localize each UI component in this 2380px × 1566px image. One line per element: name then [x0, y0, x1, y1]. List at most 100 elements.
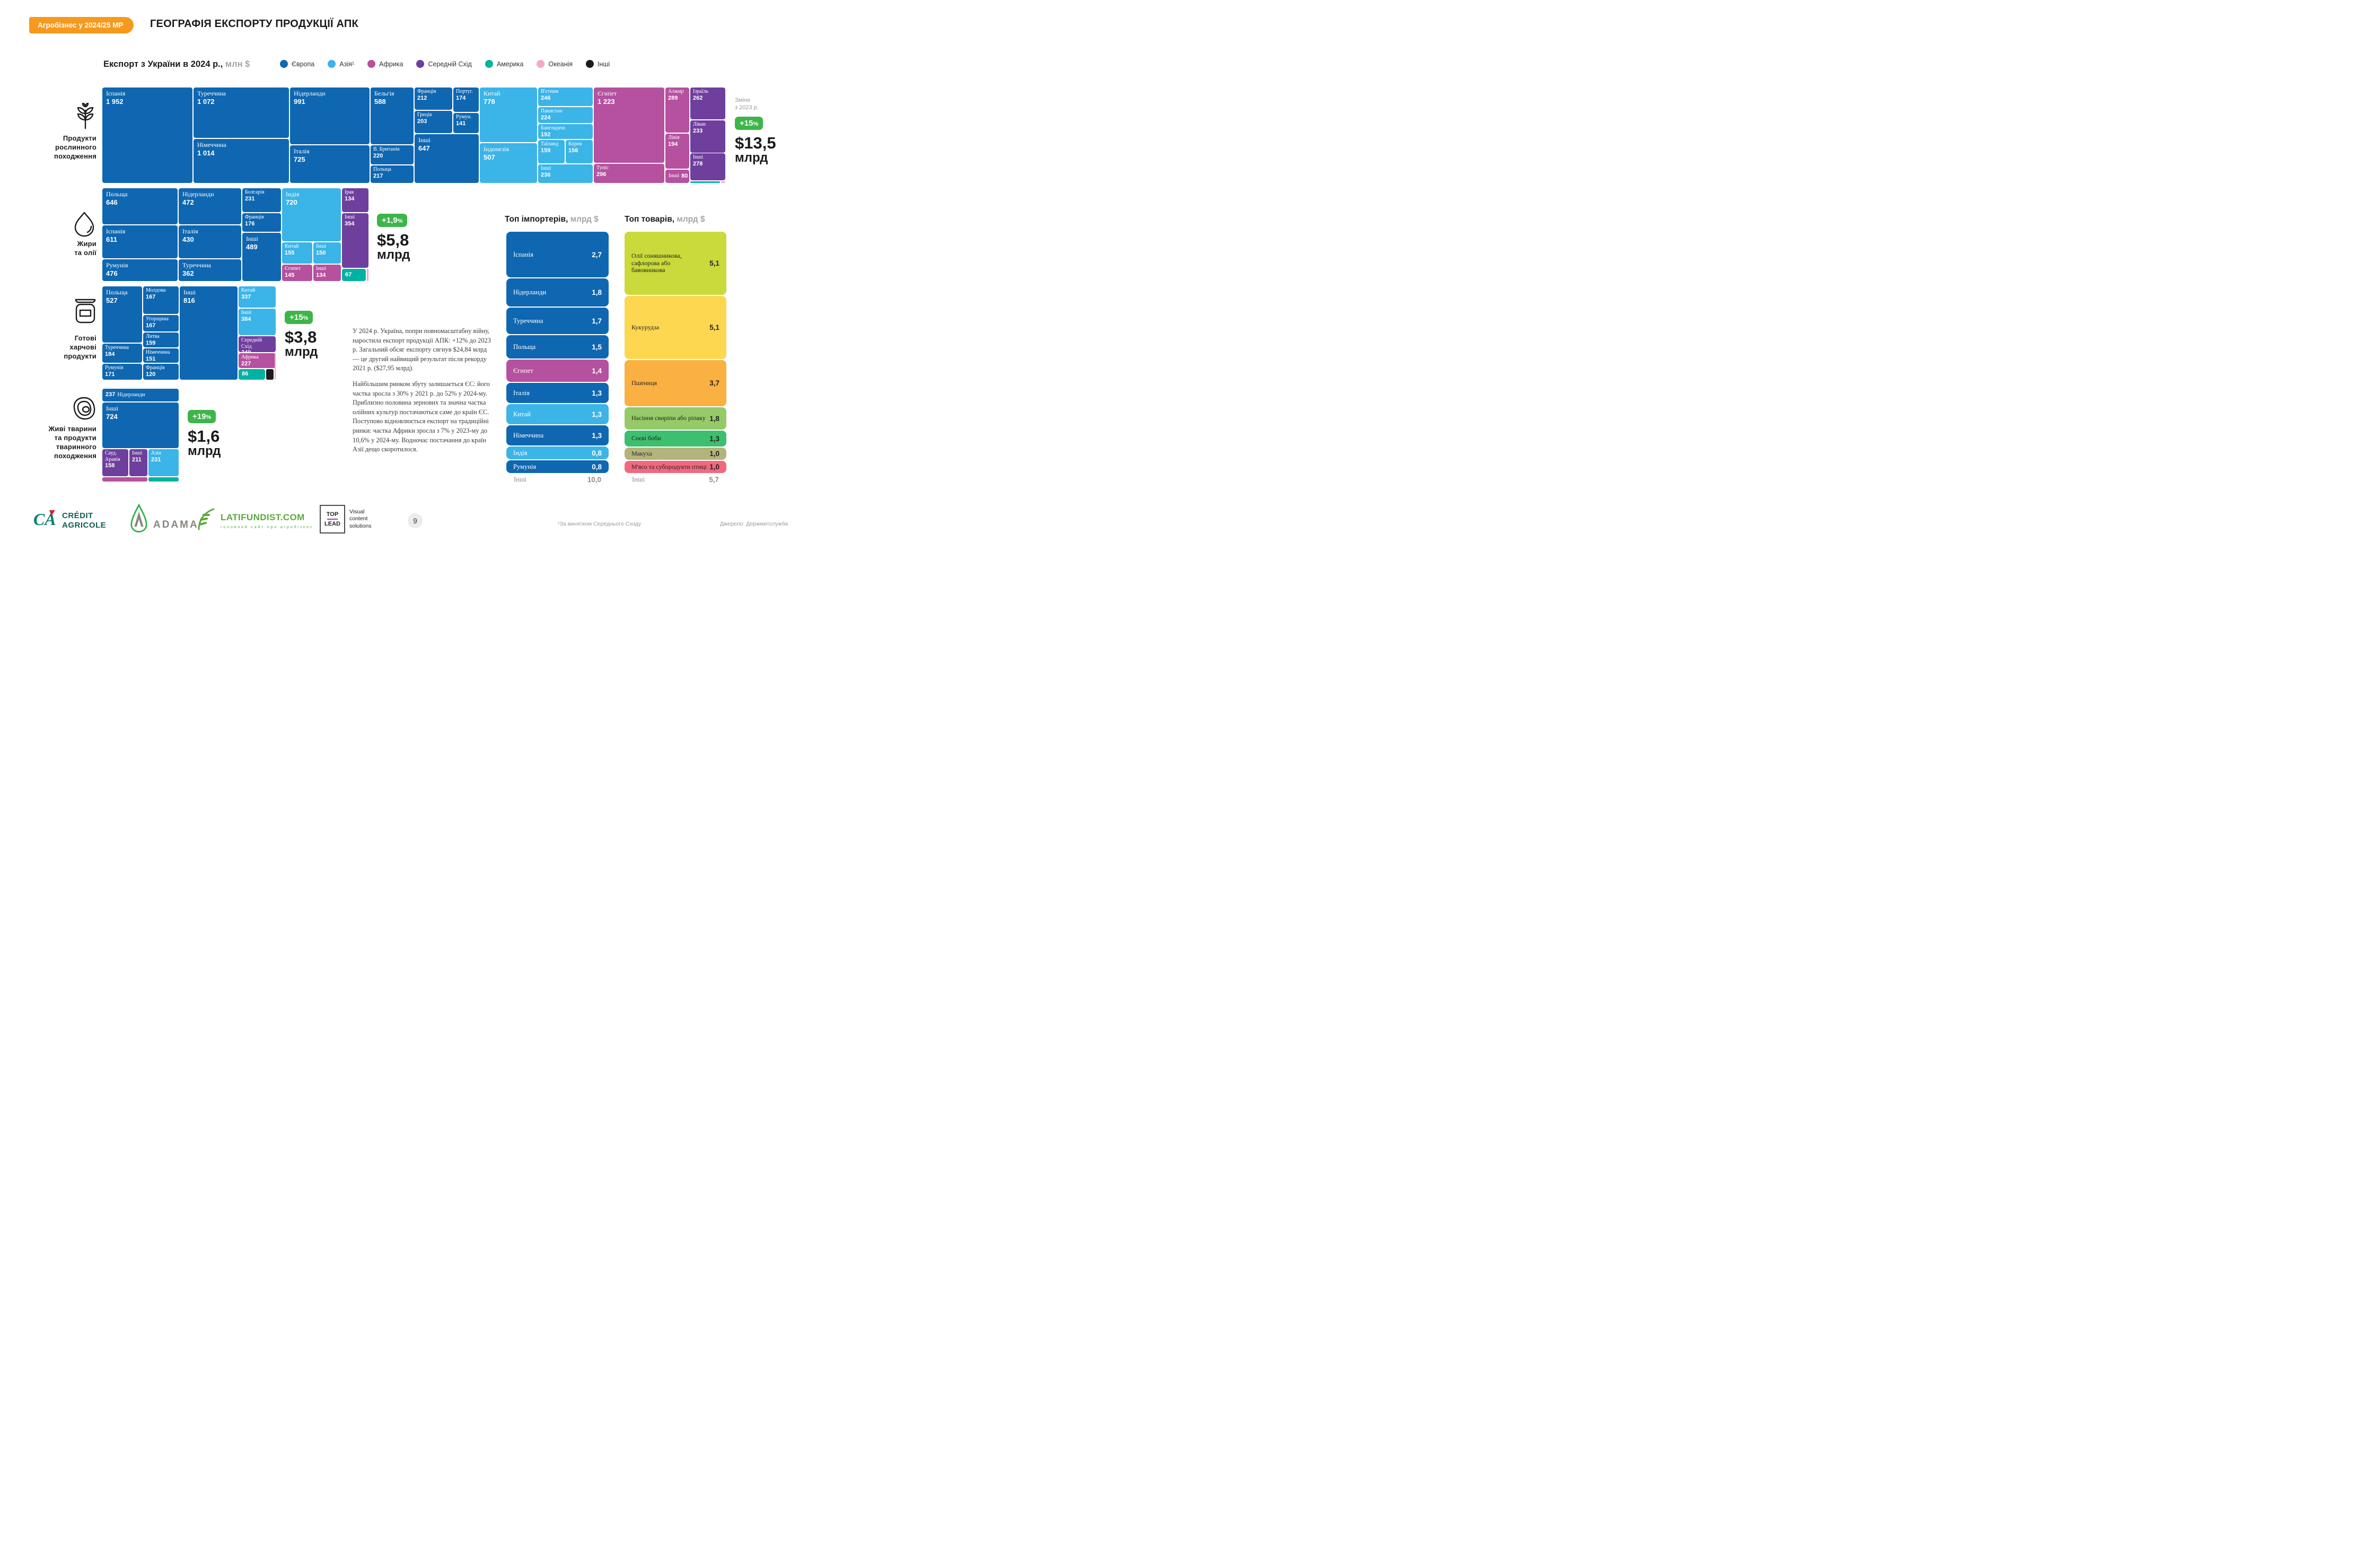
cell-value: 227 [241, 360, 251, 367]
treemap-cell: Індія 720 [282, 188, 341, 241]
cell-label: Китай [484, 90, 500, 97]
cell-label: В. Британія [373, 146, 400, 152]
top-importers-title: Топ імпортерів, млрд $ [505, 215, 599, 224]
bar-row: Польща 1,5 [506, 335, 609, 358]
cell-value: 472 [182, 198, 194, 206]
cell-value: 145 [285, 272, 295, 278]
treemap-cell: Китай 778 [480, 88, 537, 142]
legend-item: Інші [586, 60, 610, 68]
bar-value: 1,8 [709, 414, 719, 423]
treemap-cell: Франція 120 [143, 364, 179, 380]
bar-row: М'ясо та субпродукти птиці 1,0 [625, 461, 726, 473]
stat-unit: млрд [377, 248, 410, 262]
treemap-cell: Інші 211 [129, 449, 147, 476]
cell-label: Китай [241, 287, 256, 293]
treemap-cell: Інші 278 [690, 153, 725, 180]
cell-value: 362 [182, 269, 194, 277]
treemap-cell: Болгарія 231 [242, 188, 281, 212]
cell-value: 430 [182, 235, 194, 243]
cell-label: Туреччина [105, 345, 129, 351]
cell-label: Пакистан [541, 108, 563, 114]
cell-value: 236 [541, 171, 551, 178]
legend-item: Середній Схід [416, 60, 472, 68]
stat-total: $5,8 [377, 231, 409, 249]
legend-dot [586, 60, 594, 68]
treemap-cell: Корея 156 [566, 140, 593, 163]
credit-agricole-icon: CA [33, 507, 58, 534]
treemap-cell: Ірак 134 [342, 188, 368, 212]
cell-label: Алжир [668, 89, 684, 94]
legend-item: Європа [280, 60, 314, 68]
cell-label: Польща [106, 288, 128, 296]
bar-row: Пшениця 3,7 [625, 360, 726, 406]
stat-fats-oils: +1,9% $5,8 млрд [377, 214, 456, 262]
cell-value: 86 [242, 371, 249, 378]
bar-label: Туреччина [513, 317, 543, 325]
percent-sign: % [753, 120, 759, 127]
bar-row: Китай 1,3 [506, 404, 609, 424]
cell-label: Інші [132, 450, 143, 456]
bar-label: Кукурудза [631, 323, 660, 331]
cell-label: Єгипет [285, 266, 301, 272]
toplead-logo: TOP LEAD Visual content solutions [320, 505, 371, 533]
change-value: +19 [192, 412, 206, 421]
stat-total: $3,8 [285, 328, 317, 346]
cell-value: 220 [373, 152, 383, 159]
treemap-cell: Польща 217 [371, 165, 414, 183]
bar-row: Німеччина 1,3 [506, 425, 609, 445]
treemap-cell: Таїланд 159 [538, 140, 565, 163]
cell-value: 816 [183, 296, 195, 304]
cell-value: 171 [105, 371, 115, 378]
cell-value: 1 223 [598, 97, 615, 106]
cell-label: Азія [151, 450, 161, 456]
change-badge: +15% [285, 311, 313, 324]
treemap-cell: Інші 724 [102, 403, 179, 448]
stat-prepared-food: +15% $3,8 млрд [285, 311, 364, 359]
treemap-cell: Бельгія 588 [371, 88, 414, 144]
percent-sign: % [397, 218, 403, 224]
cell-value: 203 [417, 118, 427, 125]
cell-label: Нідерланди [294, 90, 326, 97]
treemap-cell: Нідерланди 472 [179, 188, 241, 224]
cell-value: 720 [286, 198, 297, 206]
cell-label: Інші [183, 288, 196, 296]
cell-label: Італія [182, 228, 198, 235]
bar-label: Єгипет [513, 366, 533, 374]
bar-label: Китай [513, 410, 531, 418]
stat-plant-products: Зміни з 2023 р. +15% $13,5 млрд [735, 97, 814, 165]
treemap-cell: 86 [239, 369, 265, 380]
legend-dot [537, 60, 545, 68]
cell-value: 120 [146, 371, 156, 378]
cell-label: Інші [541, 165, 551, 171]
egg-icon [72, 395, 96, 422]
bar-value: 1,0 [709, 463, 719, 471]
others-label: Інші [514, 476, 526, 483]
adama-wordmark: ADAMA [153, 519, 199, 530]
change-value: +1,9 [382, 216, 398, 225]
bar-row: Нідерланди 1,8 [506, 278, 609, 307]
treemap-cell: Інші 134 [313, 265, 341, 281]
top-goods-title: Топ товарів, млрд $ [625, 215, 705, 224]
bar-row: Насіння свиріпи або ріпаку 1,8 [625, 407, 726, 430]
bar-label: Румунія [513, 462, 537, 470]
change-value: +15 [289, 313, 303, 322]
cell-value: 151 [146, 355, 156, 362]
treemap-cell: Іспанія 1 952 [102, 88, 192, 183]
legend: Європа Азія¹ Африка Середній Схід Америка Оке… [280, 60, 610, 68]
others-value: 5,7 [709, 476, 719, 484]
category-label-food: Готові харчові продукти [64, 334, 96, 360]
treemap-cell [148, 477, 179, 482]
chart-subtitle: Експорт з України в 2024 р., млн $ [103, 59, 250, 69]
cell-label: Ліван [693, 121, 706, 127]
percent-sign: % [303, 315, 309, 321]
cell-label: Бельгія [374, 90, 394, 97]
cell-value: 155 [285, 249, 295, 256]
latifundist-icon [195, 507, 216, 534]
cell-label: Інші [669, 173, 680, 179]
bar-row: Індія 0,8 [506, 447, 609, 459]
toplead-divider [327, 519, 338, 520]
category-label-plant: Продукти рослинного походження [54, 134, 96, 160]
cell-value: 217 [373, 172, 383, 179]
cell-label: Інші [418, 136, 431, 144]
top-importers-bars: Іспанія 2,7 Нідерланди 1,8 Туреччина 1,7 Польщ… [506, 232, 609, 474]
